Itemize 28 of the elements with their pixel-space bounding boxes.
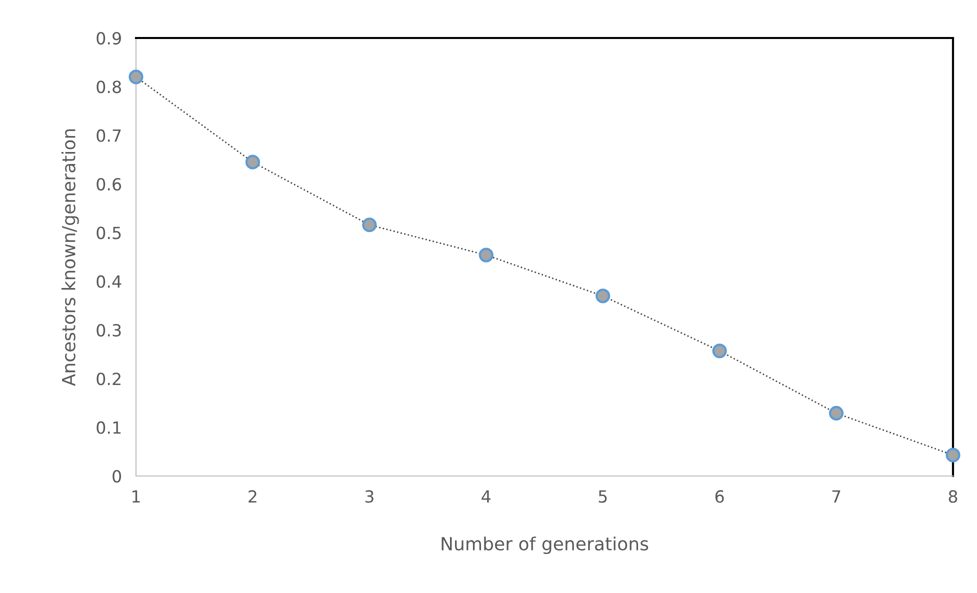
x-tick-label: 8 — [948, 490, 958, 503]
point — [478, 248, 494, 262]
y-axis-title: Ancestors known/generation — [61, 129, 79, 386]
x-tick-label: 1 — [132, 490, 140, 503]
y-tick-label: 0.9 — [96, 32, 121, 45]
y-tick-label: 0.8 — [96, 80, 121, 94]
x-tick-label: 6 — [715, 490, 724, 503]
x-tick-label: 3 — [365, 490, 374, 503]
x-tick-label: 2 — [248, 490, 256, 503]
point — [245, 154, 260, 170]
y-tick-label: 0.5 — [96, 226, 121, 240]
point — [362, 218, 377, 232]
y-tick-label: 0.2 — [96, 372, 120, 386]
point — [946, 448, 960, 462]
x-tick-label: 5 — [598, 490, 607, 503]
point — [596, 288, 610, 304]
point — [712, 344, 727, 358]
x-axis-title: Number of generations — [442, 536, 648, 554]
y-tick-label: 0.3 — [96, 324, 121, 337]
y-tick-label: 0.6 — [96, 178, 122, 191]
point — [828, 406, 844, 421]
y-tick-label: 0 — [112, 470, 122, 483]
x-tick-label: 4 — [482, 490, 491, 503]
y-tick-label: 0.7 — [96, 129, 121, 142]
x-tick-label: 7 — [832, 490, 840, 503]
point — [128, 70, 144, 84]
y-tick-label: 0.1 — [96, 421, 121, 434]
y-tick-label: 0.4 — [96, 275, 122, 288]
